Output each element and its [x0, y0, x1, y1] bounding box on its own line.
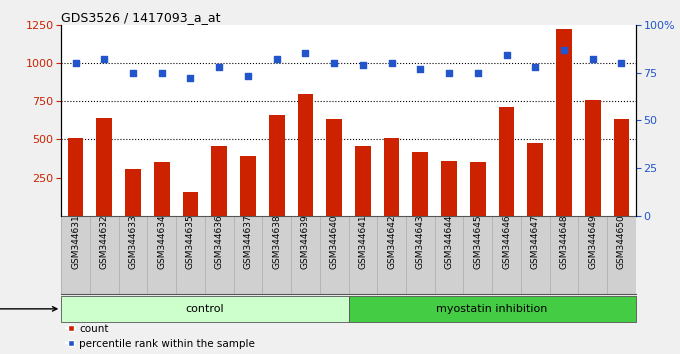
- Point: [185, 75, 196, 81]
- Text: GDS3526 / 1417093_a_at: GDS3526 / 1417093_a_at: [61, 11, 221, 24]
- Text: myostatin inhibition: myostatin inhibition: [437, 304, 548, 314]
- Bar: [68, 138, 84, 216]
- Bar: [585, 100, 600, 216]
- Bar: [326, 119, 342, 216]
- Point: [530, 64, 541, 70]
- Bar: [211, 145, 227, 216]
- Text: protocol: protocol: [0, 304, 57, 314]
- Point: [443, 70, 454, 75]
- Bar: [413, 153, 428, 216]
- Point: [501, 52, 512, 58]
- Point: [214, 64, 224, 70]
- Legend: count, percentile rank within the sample: count, percentile rank within the sample: [67, 324, 255, 349]
- Bar: [498, 107, 514, 216]
- Bar: [470, 162, 486, 216]
- Bar: [298, 93, 313, 216]
- Point: [70, 60, 81, 66]
- Bar: [154, 162, 169, 216]
- Bar: [97, 118, 112, 216]
- FancyBboxPatch shape: [61, 296, 349, 322]
- Point: [415, 66, 426, 72]
- Point: [358, 62, 369, 68]
- Point: [588, 56, 598, 62]
- Point: [558, 47, 569, 52]
- Bar: [269, 115, 284, 216]
- Bar: [355, 146, 371, 216]
- Bar: [384, 138, 399, 216]
- Text: control: control: [186, 304, 224, 314]
- Point: [328, 60, 339, 66]
- Bar: [441, 161, 457, 216]
- Point: [128, 70, 139, 75]
- FancyBboxPatch shape: [349, 296, 636, 322]
- Bar: [125, 169, 141, 216]
- Bar: [556, 29, 572, 216]
- Point: [156, 70, 167, 75]
- Point: [386, 60, 397, 66]
- Bar: [613, 119, 629, 216]
- Point: [616, 60, 627, 66]
- Point: [473, 70, 483, 75]
- Point: [99, 56, 109, 62]
- Bar: [528, 143, 543, 216]
- Point: [300, 51, 311, 56]
- Bar: [240, 155, 256, 216]
- Point: [243, 74, 254, 79]
- Point: [271, 56, 282, 62]
- Bar: [183, 192, 199, 216]
